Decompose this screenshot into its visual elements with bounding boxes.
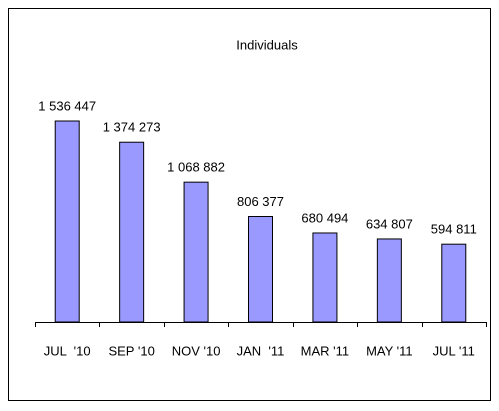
data-label: 1 374 273	[103, 120, 161, 135]
chart-border	[8, 8, 491, 401]
x-tick-label: JUL '10	[44, 343, 91, 358]
bar	[54, 120, 80, 323]
chart-title: Individuals	[236, 37, 298, 52]
x-tick-label: SEP '10	[108, 343, 154, 358]
x-tick-label: MAR '11	[301, 343, 349, 358]
bar	[441, 243, 467, 323]
x-tick-label: JUL '11	[433, 343, 475, 358]
bar	[312, 232, 338, 323]
data-label: 594 811	[431, 222, 477, 237]
data-label: 1 536 447	[38, 98, 96, 113]
bar	[183, 181, 209, 323]
bar	[248, 216, 273, 323]
bar	[376, 238, 402, 323]
bar	[119, 141, 145, 323]
data-label: 680 494	[301, 210, 348, 225]
x-tick-label: JAN '11	[237, 343, 285, 358]
data-label: 1 068 882	[167, 160, 225, 175]
x-tick-label: MAY '11	[366, 343, 413, 358]
x-tick-label: NOV '10	[172, 343, 221, 358]
data-label: 806 377	[237, 194, 284, 209]
data-label: 634 807	[366, 216, 413, 231]
